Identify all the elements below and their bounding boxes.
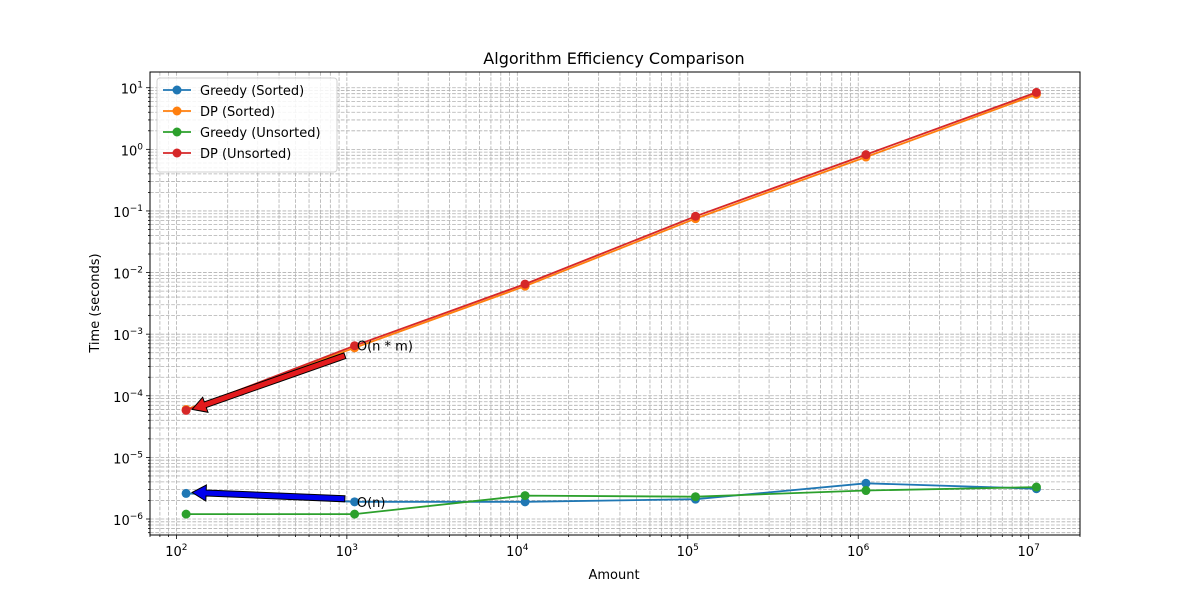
data-point [861,478,871,488]
data-point [1031,87,1041,97]
y-tick-label: 10−3 [113,327,143,344]
data-point [181,488,191,498]
plot-frame [149,71,1081,536]
series-line [185,91,1037,412]
y-tick-label: 10−2 [113,266,143,283]
y-tick-label: 10−5 [113,450,143,467]
chart-title: Algorithm Efficiency Comparison [483,49,744,68]
y-tick-label: 101 [121,81,143,98]
data-point [690,492,700,502]
series [181,87,1041,415]
data-point [181,509,191,519]
legend-marker [172,148,182,158]
data-point [861,486,871,496]
annotation-arrow [191,484,346,503]
legend-marker [172,85,182,95]
legend-label: Greedy (Sorted) [200,84,304,99]
y-tick-label: 10−4 [113,389,143,406]
data-point [520,497,530,507]
legend-marker [172,106,182,116]
y-tick-label: 10−6 [113,512,143,529]
y-tick-label: 10−1 [113,204,143,221]
y-tick-label: 100 [121,142,144,159]
legend-box [156,77,338,173]
series-line [186,486,1037,515]
data-point [350,509,360,519]
y-axis-label: Time (seconds) [88,253,103,353]
tick-layer: 102 103 104 105 106 107 10−6 10−5 10−4 10−3 10−2 10… [113,81,1081,560]
data-point [861,150,871,160]
legend-label: DP (Sorted) [200,105,275,120]
series-line [185,93,1037,411]
x-tick-label: 102 [165,543,187,560]
legend-label: Greedy (Unsorted) [200,126,321,141]
annotation-layer: O(n * m) O(n) [191,340,413,511]
annotation-label: O(n * m) [357,340,413,355]
series [181,482,1041,519]
legend-label: DP (Unsorted) [200,147,291,162]
x-tick-label: 106 [847,543,870,560]
x-tick-label: 103 [336,543,358,560]
legend-marker [172,127,182,137]
annotation-arrow [191,352,347,413]
data-point [520,279,530,289]
x-axis-label: Amount [588,568,639,583]
x-tick-label: 107 [1018,543,1040,560]
annotation-label: O(n) [357,496,386,511]
x-tick-label: 104 [506,543,529,560]
data-point [181,405,191,415]
data-point [350,341,360,351]
data-point [350,497,360,507]
x-tick-label: 105 [677,543,699,560]
legend: Greedy (Sorted) DP (Sorted) Greedy (Unsort… [156,77,338,173]
data-point [520,491,530,501]
data-point [690,211,700,221]
data-point [1031,482,1041,492]
